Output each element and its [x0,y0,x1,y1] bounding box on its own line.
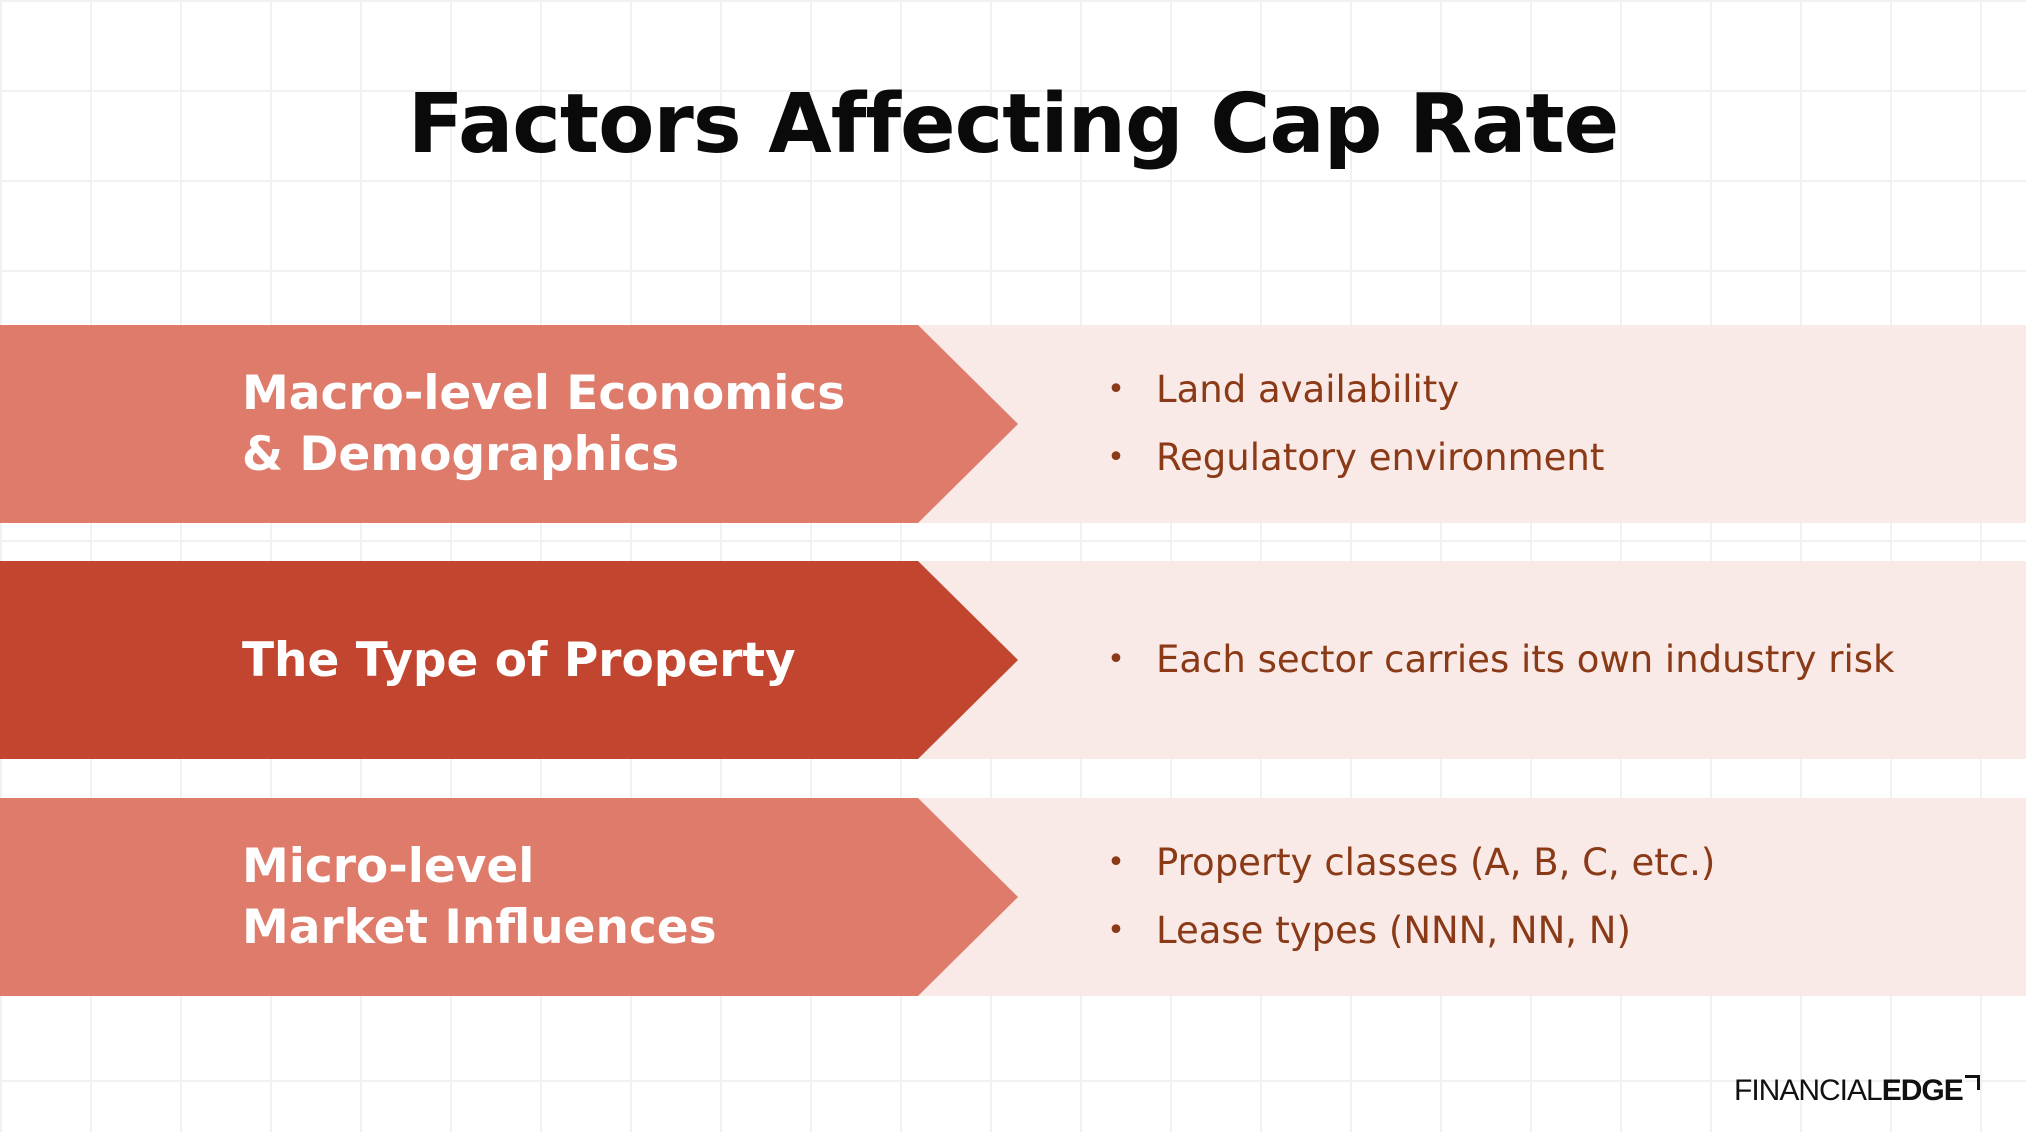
factor-bullet-text: Regulatory environment [1156,436,1605,479]
factor-heading: Macro-level Economics & Demographics [242,325,942,523]
factor-bullet-text: Each sector carries its own industry ris… [1156,638,1895,681]
factor-heading: The Type of Property [242,561,942,759]
factor-bullet: • Property classes (A, B, C, etc.) [1106,829,2006,897]
bullet-icon: • [1107,642,1125,677]
factor-bullet-text: Property classes (A, B, C, etc.) [1156,841,1716,884]
financial-edge-logo: FINANCIAL EDGE [1734,1072,1980,1108]
bullet-icon: • [1107,913,1125,948]
factor-bullet-text: Lease types (NNN, NN, N) [1156,909,1631,952]
factor-bullet-list: • Land availability • Regulatory environme… [1106,325,2006,523]
page-title: Factors Affecting Cap Rate [407,77,1620,172]
factor-row-macro: Macro-level Economics & Demographics • La… [0,325,2026,523]
bullet-icon: • [1107,845,1125,880]
factor-bullet: • Land availability [1106,356,2006,424]
factor-bullet: • Lease types (NNN, NN, N) [1106,897,2006,965]
factor-bullet: • Regulatory environment [1106,424,2006,492]
factor-bullet: • Each sector carries its own industry ri… [1106,626,2006,694]
factor-heading: Micro-level Market Influences [242,798,942,996]
factor-arrow [0,798,1018,996]
factor-arrow [0,561,1018,759]
factor-heading-line: Market Influences [242,900,717,955]
corner-arrow-icon [1964,1075,1980,1090]
factor-heading-line: The Type of Property [242,632,796,688]
factor-heading-line: Macro-level Economics [242,366,846,421]
bullet-icon: • [1107,372,1125,407]
factor-bullet-text: Land availability [1156,368,1460,411]
factor-arrow [0,325,1018,523]
factor-heading-line: Micro-level [242,839,535,894]
logo-text-financial: FINANCIAL [1734,1074,1883,1107]
factor-bullet-list: • Property classes (A, B, C, etc.) • Lease… [1106,798,2006,996]
bullet-icon: • [1107,440,1125,475]
factor-row-micro: Micro-level Market Influences • Property … [0,798,2026,996]
factor-heading-line: & Demographics [242,427,680,482]
factor-bullet-list: • Each sector carries its own industry ri… [1106,561,2006,759]
logo-text-edge: EDGE [1881,1074,1964,1107]
factor-row-property-type: The Type of Property • Each sector carrie… [0,561,2026,759]
